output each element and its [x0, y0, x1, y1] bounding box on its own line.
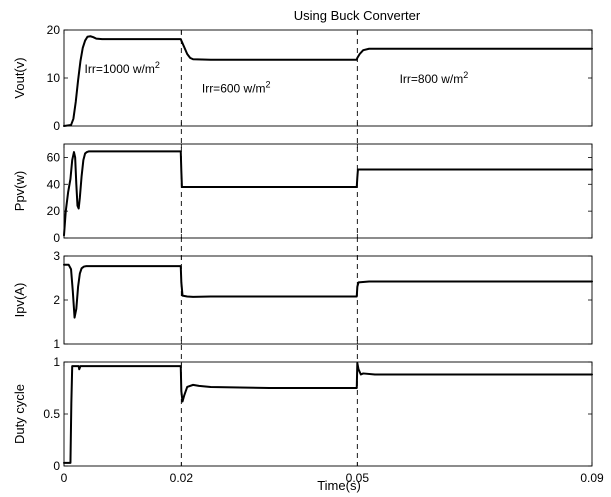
panel-ipv-ytick-label: 1: [53, 337, 60, 351]
x-tick-label: 0.05: [346, 471, 370, 485]
chart-title: Using Buck Converter: [294, 8, 421, 23]
panel-ipv-ylabel: Ipv(A): [12, 283, 27, 318]
event-lines: [180, 30, 358, 466]
panel-duty-ytick-label: 0: [53, 459, 60, 473]
panel-ipv-frame: [63, 255, 593, 345]
panel-ppv-series-0: [63, 150, 593, 237]
panel-vout-ytick-label: 20: [47, 23, 61, 37]
panel-duty-ylabel: Duty cycle: [12, 384, 27, 444]
panel-ppv-yticks: 0 20 40 60: [47, 144, 593, 245]
annotations: Irr=1000 w/m2 Irr=600 w/m2 Irr=800 w/m2: [85, 60, 469, 95]
annotation-superscript: 2: [266, 79, 271, 89]
panel-ppv-ytick-label: 0: [53, 231, 60, 245]
panel-vout-series-0: [63, 35, 593, 127]
annotation-superscript: 2: [155, 60, 160, 70]
panel-ppv-traces: [63, 150, 593, 237]
panel-ipv: Ipv(A) 1 2 3: [12, 249, 593, 351]
panel-vout: Vout(v) 0 10 20: [12, 23, 593, 133]
panel-duty-ytick-label: 1: [53, 355, 60, 369]
panel-vout-ylabel: Vout(v): [12, 57, 27, 98]
panel-ipv-yticks: 1 2 3: [53, 249, 593, 351]
x-tick-label: 0: [61, 471, 68, 485]
panel-duty-traces: [63, 362, 593, 464]
panel-vout-ytick-label: 0: [53, 119, 60, 133]
irradiance-annotation: Irr=800 w/m2: [400, 70, 469, 86]
panel-ipv-ytick-label: 3: [53, 249, 60, 263]
panel-ppv-ytick-label: 60: [47, 150, 61, 164]
x-axis-label: Time(s): [317, 478, 361, 493]
panel-duty-series-0: [63, 362, 593, 464]
irradiance-annotation: Irr=600 w/m2: [202, 79, 271, 95]
panel-ppv: Ppv(w) 0 20 40 60: [12, 143, 593, 245]
panel-ipv-ytick-label: 2: [53, 293, 60, 307]
panel-duty-ytick-label: 0.5: [43, 407, 60, 421]
annotation-superscript: 2: [463, 70, 468, 80]
panel-vout-frame: [63, 29, 593, 127]
x-tick-label: 0.02: [170, 471, 194, 485]
panel-ppv-frame: [63, 143, 593, 239]
panel-vout-traces: [63, 35, 593, 127]
panel-duty-yticks: 00.51: [43, 355, 593, 473]
panel-ppv-ylabel: Ppv(w): [12, 171, 27, 211]
x-tick-label: 0.09: [580, 471, 604, 485]
x-axis-ticks: 0 0.02 0.05 0.09: [61, 471, 604, 485]
panel-duty-frame: [63, 361, 593, 467]
panel-ipv-series-0: [63, 263, 593, 319]
panel-vout-ytick-label: 10: [47, 71, 61, 85]
panel-ppv-ytick-label: 40: [47, 177, 61, 191]
panel-ipv-traces: [63, 263, 593, 319]
panel-duty: Duty cycle 00.51: [12, 355, 593, 473]
irradiance-annotation: Irr=1000 w/m2: [85, 60, 160, 76]
panel-ppv-ytick-label: 20: [47, 204, 61, 218]
